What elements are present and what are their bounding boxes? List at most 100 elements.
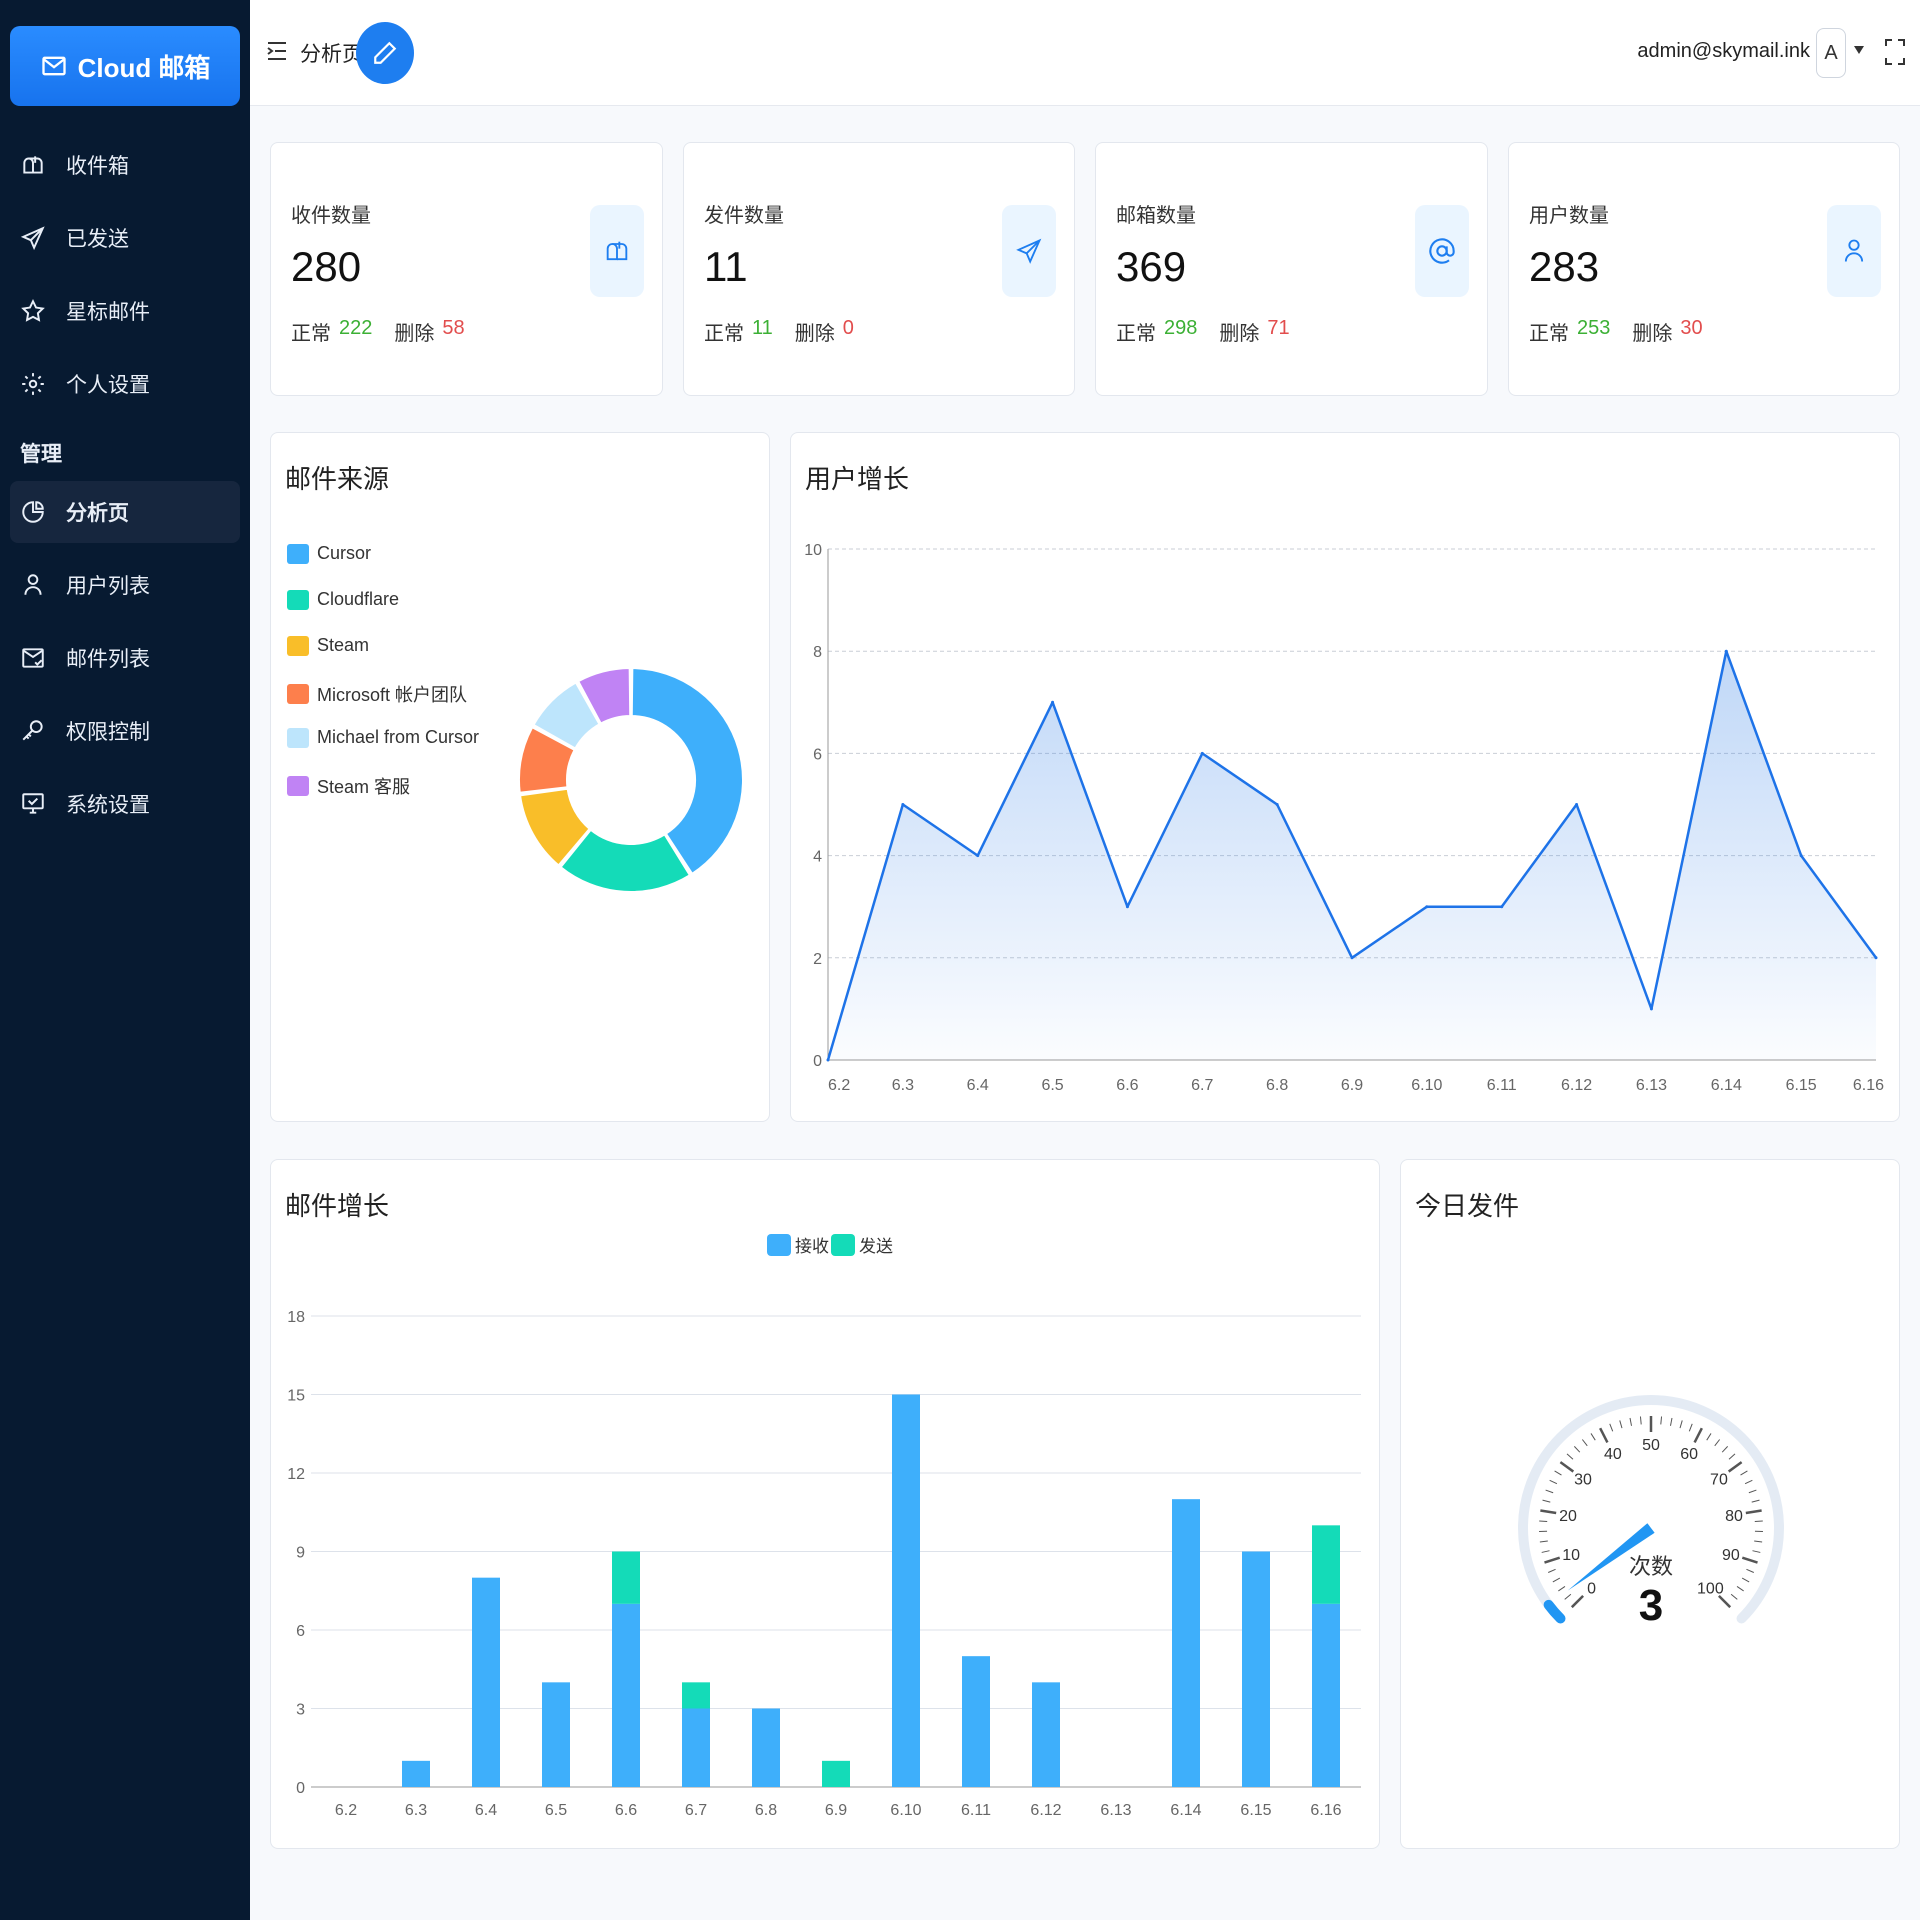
- nav-section-admin: 管理: [20, 443, 62, 466]
- x-tick-label: 6.3: [405, 1802, 427, 1819]
- legend-swatch: [767, 1234, 791, 1256]
- x-tick-label: 6.15: [1240, 1802, 1271, 1819]
- sidebar-item-users[interactable]: 用户列表: [10, 554, 240, 616]
- sidebar-item-mail-list[interactable]: 邮件列表: [10, 627, 240, 689]
- gauge-tick: [1754, 1520, 1763, 1522]
- gauge-tick: [1660, 1416, 1663, 1425]
- gauge-tick: [1619, 1420, 1623, 1429]
- gauge-tick: [1548, 1568, 1556, 1573]
- gauge-tick-label: 80: [1725, 1508, 1743, 1525]
- gauge-label: 次数: [1629, 1554, 1673, 1579]
- compose-button[interactable]: [356, 22, 414, 84]
- legend-item[interactable]: Microsoft 帐户团队: [287, 681, 467, 707]
- sidebar-item-sent[interactable]: 已发送: [10, 207, 240, 269]
- x-tick-label: 6.2: [828, 1077, 850, 1094]
- gauge-tick-label: 70: [1710, 1472, 1728, 1489]
- gauge-tick: [1566, 1453, 1574, 1460]
- star-icon: [21, 299, 45, 322]
- mailbox-icon: [590, 205, 644, 297]
- gauge-tick: [1741, 1577, 1750, 1583]
- bar: [612, 1551, 640, 1604]
- gauge-tick: [1540, 1509, 1557, 1515]
- x-tick-label: 6.9: [825, 1802, 847, 1819]
- gauge-tick: [1706, 1433, 1712, 1441]
- gauge-tick-label: 20: [1559, 1508, 1577, 1525]
- user-icon: [24, 574, 42, 595]
- gauge-value: 3: [1639, 1581, 1663, 1630]
- gauge-tick: [1679, 1420, 1683, 1429]
- x-tick-label: 6.11: [961, 1802, 991, 1819]
- y-tick-label: 9: [296, 1545, 305, 1562]
- legend-item[interactable]: Cursor: [287, 543, 371, 564]
- data-point: [826, 1058, 830, 1062]
- gauge-tick: [1639, 1416, 1642, 1425]
- stat-card-mailboxes: 邮箱数量 369 正常 298 删除 71: [1095, 142, 1488, 396]
- bar: [612, 1603, 640, 1787]
- legend-item[interactable]: Steam 客服: [287, 773, 410, 799]
- donut-slice: [518, 787, 592, 867]
- avatar[interactable]: A: [1816, 28, 1846, 78]
- sidebar-item-settings[interactable]: 个人设置: [10, 353, 240, 415]
- legend-item[interactable]: Michael from Cursor: [287, 727, 479, 748]
- bar: [1172, 1499, 1200, 1787]
- user-menu-caret-icon[interactable]: [1854, 46, 1864, 54]
- gauge-tick: [1581, 1439, 1588, 1447]
- x-tick-label: 6.7: [1191, 1077, 1213, 1094]
- y-tick-label: 10: [804, 542, 822, 559]
- sidebar-item-analytics[interactable]: 分析页: [10, 481, 240, 543]
- gauge-tick: [1727, 1461, 1743, 1473]
- data-point: [1724, 649, 1728, 653]
- legend-item[interactable]: Steam: [287, 635, 369, 656]
- today-sent-gauge-chart: 0 10 20 30 40 50 60 70 80 90 100 次数3: [1518, 1395, 1784, 1630]
- x-tick-label: 6.11: [1487, 1077, 1517, 1094]
- x-tick-label: 6.12: [1030, 1802, 1061, 1819]
- user-email: admin@skymail.ink: [1637, 40, 1810, 62]
- gauge-track: [1518, 1395, 1784, 1624]
- x-tick-label: 6.10: [890, 1802, 921, 1819]
- mail-source-donut-chart: [518, 666, 744, 893]
- stat-breakdown: 正常 11 删除 0: [704, 317, 854, 346]
- user-growth-area-chart: 0 2 4 6 8 10 6.2 6.3 6.4 6.5 6.6 6.7 6.8 6.9 6.10 6.11 6…: [804, 542, 1884, 1094]
- gauge-tick: [1752, 1550, 1761, 1553]
- gauge-tick: [1573, 1446, 1581, 1453]
- stat-card-sent: 发件数量 11 正常 11 删除 0: [683, 142, 1075, 396]
- bar: [682, 1682, 710, 1709]
- y-tick-label: 6: [813, 746, 822, 763]
- bar: [682, 1708, 710, 1787]
- data-point: [1125, 905, 1129, 909]
- sidebar-item-inbox[interactable]: 收件箱: [10, 134, 240, 196]
- gauge-tick-label: 0: [1587, 1580, 1596, 1597]
- gauge-tick: [1570, 1594, 1585, 1609]
- stat-card-users: 用户数量 283 正常 253 删除 30: [1508, 142, 1900, 396]
- gauge-tick: [1544, 1556, 1561, 1564]
- menu-fold-icon[interactable]: [266, 40, 288, 62]
- y-tick-label: 0: [813, 1053, 822, 1070]
- gauge-progress: [1543, 1599, 1566, 1624]
- sidebar-item-starred[interactable]: 星标邮件: [10, 280, 240, 342]
- y-tick-label: 18: [287, 1309, 305, 1326]
- stat-breakdown: 正常 222 删除 58: [291, 317, 465, 346]
- y-tick-label: 8: [813, 644, 822, 661]
- legend-label: Steam: [317, 635, 370, 655]
- x-tick-label: 6.8: [755, 1802, 777, 1819]
- x-tick-label: 6.9: [1341, 1077, 1363, 1094]
- x-tick-label: 6.5: [545, 1802, 567, 1819]
- legend-label: Steam 客服: [317, 777, 411, 797]
- data-point: [1874, 956, 1878, 960]
- x-tick-label: 6.4: [475, 1802, 497, 1819]
- deleted-count: 71: [1267, 317, 1290, 339]
- legend-item[interactable]: Cloudflare: [287, 589, 399, 610]
- stat-label: 收件数量: [291, 205, 371, 227]
- sidebar-item-system-settings[interactable]: 系统设置: [10, 773, 240, 835]
- data-point: [1425, 905, 1429, 909]
- mail-list-icon: [22, 648, 44, 668]
- sidebar-item-permissions[interactable]: 权限控制: [10, 700, 240, 762]
- mail-growth-bar-chart: 接收 发送 0 3 6 9 12 15 18 6.2 6.3 6.4 6.5 6.6 6.7 6.8 6.9 6.…: [287, 1234, 1361, 1819]
- sidebar: Cloud 邮箱 收件箱 已发送 星标邮件 个人设置 管理 分析页 用户列表 邮…: [0, 0, 250, 1920]
- key-icon: [22, 720, 43, 741]
- fullscreen-icon[interactable]: [1884, 38, 1906, 66]
- bar: [892, 1394, 920, 1787]
- gauge-tick-label: 90: [1722, 1547, 1740, 1564]
- brand-button[interactable]: Cloud 邮箱: [10, 26, 240, 106]
- deleted-count: 30: [1680, 317, 1703, 339]
